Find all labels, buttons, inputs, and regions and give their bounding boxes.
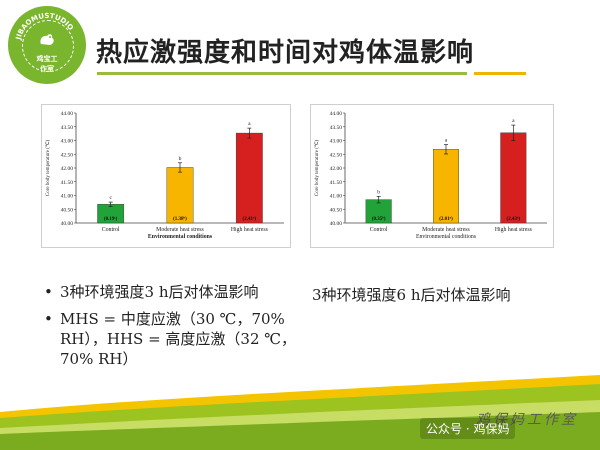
x-tick-label: High heat stress [231, 227, 269, 233]
x-axis-label: Environmental conditions [148, 234, 213, 240]
y-tick-label: 43.50 [61, 125, 74, 131]
bar-high-heat-stress [235, 132, 263, 224]
y-tick-label: 40.00 [330, 221, 343, 227]
y-tick-label: 42.00 [330, 166, 343, 172]
y-tick-label: 44.00 [330, 111, 343, 117]
significance-letter: a [512, 118, 515, 124]
y-tick-label: 41.50 [61, 180, 74, 186]
x-tick-label: Moderate heat stress [422, 227, 470, 233]
y-axis-label: Core body temperature (℃) [45, 140, 51, 197]
y-tick-label: 43.50 [330, 125, 343, 131]
bar-moderate-heat-stress [166, 167, 194, 224]
y-tick-label: 40.50 [61, 207, 74, 213]
caption-6h: 3种环境强度6 h后对体温影响 [312, 286, 511, 304]
y-tick-label: 43.00 [330, 139, 343, 145]
y-axis-label: Core body temperature (℃) [314, 140, 320, 197]
chart-6h: 40.00 40.50 41.00 41.50 42.00 42.50 43.00 43.50… [314, 111, 547, 240]
y-tick-label: 40.00 [61, 221, 74, 227]
bullet-definitions: MHS = 中度应激（30 ℃，70% RH），HHS = 高度应激（32 ℃，… [44, 309, 308, 369]
x-tick-label: High heat stress [495, 227, 533, 233]
wechat-watermark: 公众号 · 鸡保妈 [420, 418, 516, 439]
chart-6h-panel: 40.00 40.50 41.00 41.50 42.00 42.50 43.00 43.50… [310, 104, 554, 248]
bar-value-label: (1.38ᵇ) [173, 216, 187, 222]
page-title: 热应激强度和时间对鸡体温影响 [96, 38, 475, 68]
bar-value-label: (2.43ᵃ) [507, 217, 521, 222]
bar-value-label: (0.35ᵇ) [372, 216, 386, 222]
bar-high-heat-stress [500, 132, 527, 224]
title-underline [97, 72, 467, 75]
bar-moderate-heat-stress [433, 149, 459, 224]
y-tick-label: 42.00 [61, 166, 74, 172]
studio-logo: JIBAOMUSTUDIO 鸡宝工作室 [8, 6, 86, 84]
chart-3h: 40.00 40.50 41.00 41.50 42.00 42.50 43.00 43.50… [45, 111, 284, 240]
x-tick-label: Control [102, 227, 120, 233]
significance-letter: c [109, 195, 112, 201]
bullet-list: 3种环境强度3 h后对体温影响 MHS = 中度应激（30 ℃，70% RH），… [44, 281, 308, 369]
bar-value-label: (2.01ᵃ) [439, 217, 453, 222]
significance-letter: b [179, 156, 182, 162]
x-axis-label: Environmental conditions [416, 234, 477, 240]
y-tick-label: 44.00 [61, 111, 74, 117]
significance-letter: a [248, 121, 251, 127]
title-underline-accent [474, 72, 526, 75]
x-tick-label: Control [370, 227, 388, 233]
significance-letter: a [445, 138, 448, 144]
brand-signature: 鸡保妈工作室 [476, 412, 578, 428]
y-tick-label: 41.50 [330, 180, 343, 186]
footer-swoosh [0, 375, 600, 450]
bar-value-label: (0.19ᶜ) [104, 217, 118, 222]
y-tick-label: 41.00 [330, 194, 343, 200]
bullet-3h: 3种环境强度3 h后对体温影响 [44, 281, 308, 303]
y-tick-label: 43.00 [61, 139, 74, 145]
y-tick-label: 42.50 [61, 152, 74, 158]
chart-3h-panel: 40.00 40.50 41.00 41.50 42.00 42.50 43.00 43.50… [41, 104, 291, 248]
logo-sub-text: 鸡宝工作室 [36, 55, 58, 73]
y-tick-label: 40.50 [330, 207, 343, 213]
bar-value-label: (2.41ᵃ) [243, 217, 257, 222]
y-tick-label: 41.00 [61, 194, 74, 200]
significance-letter: b [377, 189, 380, 195]
y-tick-label: 42.50 [330, 152, 343, 158]
x-tick-label: Moderate heat stress [156, 227, 204, 233]
chicken-icon [40, 34, 54, 45]
